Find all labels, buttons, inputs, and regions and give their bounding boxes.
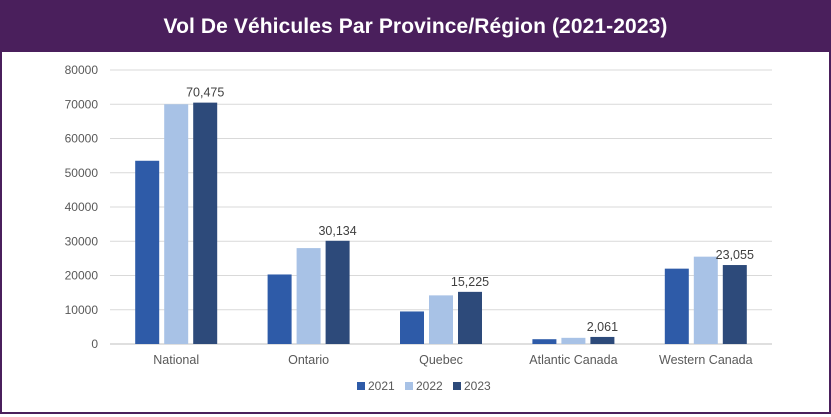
data-label: 30,134 — [318, 224, 356, 238]
bar-2021 — [664, 268, 689, 344]
bar-2022 — [429, 295, 453, 344]
bar-2021 — [267, 274, 292, 344]
y-tick-label: 80000 — [65, 63, 99, 77]
bar-chart: 0 10000 20000 30000 40000 50000 60000 70000 8000… — [65, 63, 772, 393]
x-tick-label: National — [153, 353, 199, 367]
data-label: 15,225 — [451, 275, 489, 289]
data-label: 2,061 — [587, 320, 618, 334]
bar-2023 — [193, 102, 218, 344]
legend-label: 2022 — [416, 379, 443, 393]
legend-swatch — [357, 382, 365, 390]
chart-area: 0 10000 20000 30000 40000 50000 60000 70000 8000… — [2, 52, 829, 412]
title-bar: Vol De Véhicules Par Province/Région (20… — [2, 2, 829, 52]
bar-2023 — [458, 291, 482, 344]
bar-2023 — [325, 240, 350, 344]
y-tick-label: 30000 — [65, 234, 99, 248]
x-tick-label: Western Canada — [659, 353, 753, 367]
y-tick-label: 70000 — [65, 97, 99, 111]
bar-2022 — [296, 248, 321, 344]
gridlines — [110, 69, 772, 345]
y-tick-label: 40000 — [65, 200, 99, 214]
x-axis-ticks: National Ontario Quebec Atlantic Canada West… — [153, 353, 752, 367]
y-tick-label: 10000 — [65, 303, 99, 317]
bar-2022 — [693, 256, 718, 344]
x-tick-label: Quebec — [419, 353, 463, 367]
bar-2022 — [561, 337, 586, 344]
x-tick-label: Atlantic Canada — [529, 353, 617, 367]
bars — [135, 102, 747, 344]
bar-2021 — [532, 339, 557, 344]
y-tick-label: 20000 — [65, 269, 99, 283]
y-tick-label: 50000 — [65, 166, 99, 180]
legend-label: 2021 — [368, 379, 395, 393]
x-tick-label: Ontario — [288, 353, 329, 367]
y-tick-label: 60000 — [65, 132, 99, 146]
chart-title: Vol De Véhicules Par Province/Région (20… — [163, 15, 668, 38]
bar-2021 — [135, 160, 160, 344]
bar-2022 — [164, 104, 189, 344]
legend: 2021 2022 2023 — [357, 379, 491, 393]
bar-2023 — [590, 336, 615, 344]
data-label: 23,055 — [716, 248, 754, 262]
legend-swatch — [453, 382, 461, 390]
legend-label: 2023 — [464, 379, 491, 393]
data-label: 70,475 — [186, 86, 224, 100]
bar-2021 — [400, 311, 424, 344]
y-tick-label: 0 — [91, 337, 98, 351]
data-labels: 70,475 30,134 15,225 2,061 23,055 — [186, 86, 754, 334]
bar-2023 — [722, 265, 747, 344]
legend-swatch — [405, 382, 413, 390]
y-axis-ticks: 0 10000 20000 30000 40000 50000 60000 70000 8000… — [65, 63, 99, 351]
